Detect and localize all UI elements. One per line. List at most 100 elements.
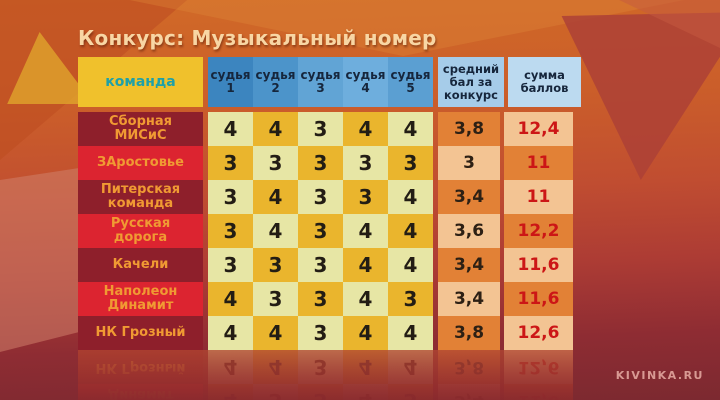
judge-score: 4: [388, 214, 433, 248]
judge-score: 3: [298, 282, 343, 316]
table-row: Качели 3 3 3 4 4 3,4 11,6: [78, 248, 573, 282]
total-score: 11,6: [504, 282, 573, 316]
total-score: 12,6: [504, 316, 573, 350]
table-row: Сборная МИСиС 4 4 3 4 4 3,8 12,4: [78, 112, 573, 146]
average-score: 3,6: [438, 214, 500, 248]
average-score: 3,4: [438, 248, 500, 282]
score-table: команда судья 1 судья 2 судья 3 судья 4 …: [78, 57, 581, 350]
judge-score: 4: [343, 214, 388, 248]
judge-score: 4: [343, 350, 388, 384]
judge-score: 4: [343, 112, 388, 146]
header-team: команда: [78, 57, 203, 107]
judge-label: судья: [255, 68, 296, 82]
judge-score: 3: [298, 350, 343, 384]
judge-score: 4: [208, 384, 253, 400]
team-name: Качели: [78, 248, 203, 282]
judge-score: 4: [253, 214, 298, 248]
team-name: Сборная МИСиС: [78, 112, 203, 146]
header-judge-1: судья 1: [208, 57, 253, 107]
judge-score: 3: [343, 146, 388, 180]
total-score: 11: [504, 180, 573, 214]
judge-score: 4: [253, 316, 298, 350]
judge-score: 4: [343, 282, 388, 316]
team-name: ЗАростовье: [78, 146, 203, 180]
total-score: 11,6: [504, 248, 573, 282]
judge-score: 4: [388, 112, 433, 146]
judge-score: 4: [253, 180, 298, 214]
judge-score: 3: [388, 384, 433, 400]
judge-number: 3: [316, 81, 325, 95]
channel-watermark: KIVINKA.RU: [615, 369, 704, 382]
judge-score: 4: [388, 180, 433, 214]
team-name: Питерская команда: [78, 180, 203, 214]
header-judge-4: судья 4: [343, 57, 388, 107]
judge-number: 5: [406, 81, 415, 95]
judge-score: 4: [253, 350, 298, 384]
judge-score: 3: [208, 214, 253, 248]
judge-score: 4: [388, 316, 433, 350]
judge-score: 3: [253, 384, 298, 400]
total-score: 12,6: [504, 350, 573, 384]
judge-score: 3: [208, 180, 253, 214]
team-name: НК Грозный: [78, 350, 203, 384]
header-average-score: средний бал за конкурс: [438, 57, 504, 107]
judge-score: 3: [388, 282, 433, 316]
reflected-row: Наполеон Динамит 4 3 3 4 3 3,4 11,6: [78, 384, 573, 400]
header-judge-2: судья 2: [253, 57, 298, 107]
judge-score: 4: [388, 350, 433, 384]
judge-score: 3: [298, 214, 343, 248]
average-score: 3,4: [438, 282, 500, 316]
table-row: ЗАростовье 3 3 3 3 3 3 11: [78, 146, 573, 180]
judge-score: 3: [208, 248, 253, 282]
judge-score: 4: [343, 384, 388, 400]
judge-label: судья: [345, 68, 386, 82]
total-score: 12,4: [504, 112, 573, 146]
judge-score: 3: [298, 112, 343, 146]
judge-score: 4: [343, 316, 388, 350]
judge-score: 4: [253, 112, 298, 146]
judge-score: 3: [388, 146, 433, 180]
judge-score: 3: [208, 146, 253, 180]
judge-number: 2: [271, 81, 280, 95]
reflected-row: НК Грозный 4 4 3 4 4 3,8 12,6: [78, 350, 573, 384]
table-row: Русская дорога 3 4 3 4 4 3,6 12,2: [78, 214, 573, 248]
average-score: 3: [438, 146, 500, 180]
team-name: Наполеон Динамит: [78, 282, 203, 316]
table-row: Питерская команда 3 4 3 3 4 3,4 11: [78, 180, 573, 214]
judge-score: 3: [298, 316, 343, 350]
total-score: 11: [504, 146, 573, 180]
judge-number: 4: [361, 81, 370, 95]
table-row: Наполеон Динамит 4 3 3 4 3 3,4 11,6: [78, 282, 573, 316]
team-name: Наполеон Динамит: [78, 384, 203, 400]
team-name: НК Грозный: [78, 316, 203, 350]
average-score: 3,4: [438, 180, 500, 214]
judge-score: 4: [208, 282, 253, 316]
table-reflection-rows: Наполеон Динамит 4 3 3 4 3 3,4 11,6 НК Г…: [78, 350, 573, 400]
judge-score: 3: [298, 248, 343, 282]
average-score: 3,4: [438, 384, 500, 400]
judge-score: 3: [298, 180, 343, 214]
judge-score: 3: [298, 384, 343, 400]
judge-label: судья: [210, 68, 251, 82]
judge-score: 4: [388, 248, 433, 282]
average-score: 3,8: [438, 112, 500, 146]
table-reflection: Наполеон Динамит 4 3 3 4 3 3,4 11,6 НК Г…: [78, 350, 573, 400]
contest-title: Конкурс: Музыкальный номер: [78, 26, 437, 50]
judge-number: 1: [226, 81, 235, 95]
total-score: 12,2: [504, 214, 573, 248]
average-score: 3,8: [438, 316, 500, 350]
judge-score: 3: [343, 180, 388, 214]
header-total-score: сумма баллов: [508, 57, 581, 107]
judge-label: судья: [390, 68, 431, 82]
average-score: 3,8: [438, 350, 500, 384]
judge-score: 4: [208, 350, 253, 384]
table-row: НК Грозный 4 4 3 4 4 3,8 12,6: [78, 316, 573, 350]
judge-score: 4: [343, 248, 388, 282]
table-body: Сборная МИСиС 4 4 3 4 4 3,8 12,4 ЗАросто…: [78, 112, 573, 350]
header-judge-5: судья 5: [388, 57, 433, 107]
table-header-row: команда судья 1 судья 2 судья 3 судья 4 …: [78, 57, 581, 107]
judge-score: 3: [253, 248, 298, 282]
judge-score: 3: [298, 146, 343, 180]
judge-score: 3: [253, 282, 298, 316]
